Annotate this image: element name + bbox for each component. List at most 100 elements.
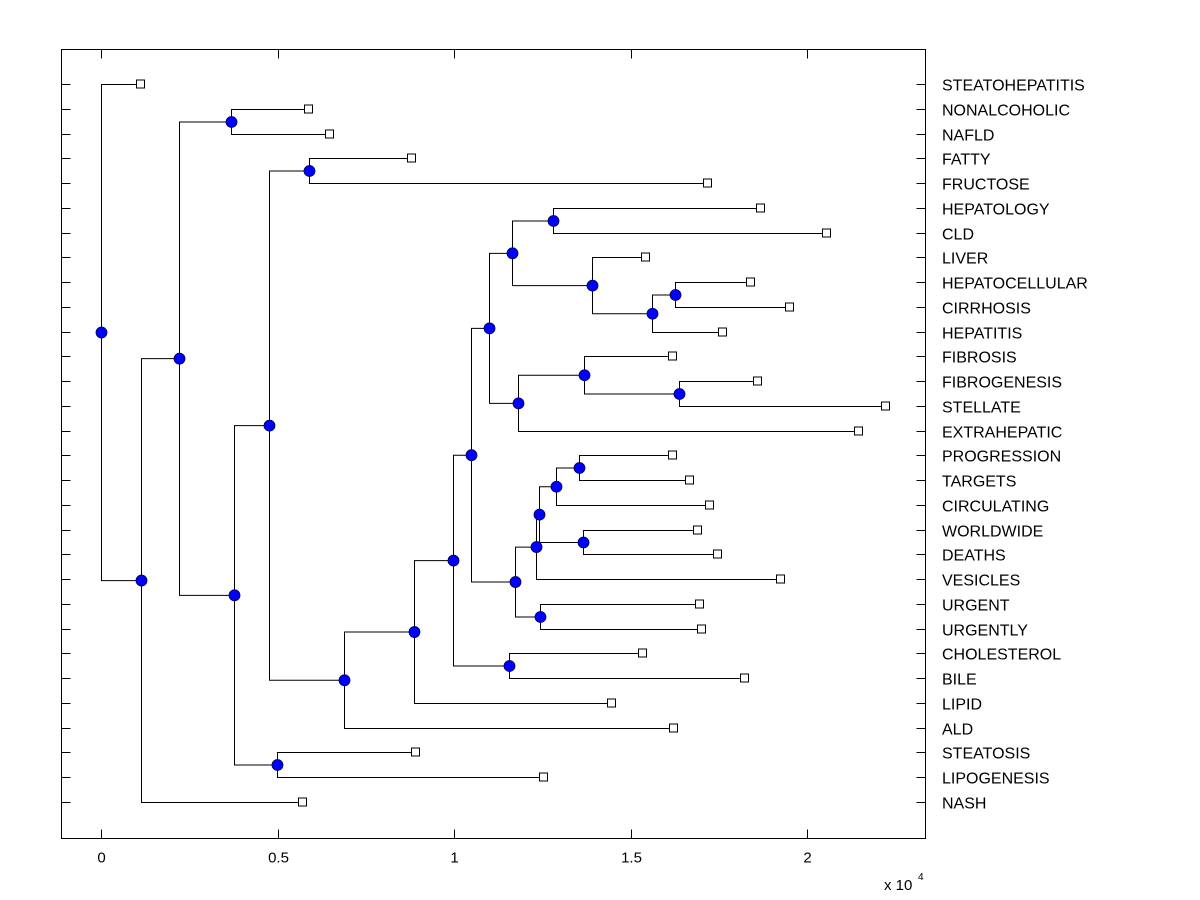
x-tick-label: 0 [97,850,105,867]
leaf-label-targets: TARGETS [942,474,1016,491]
dendrogram-branch [679,394,882,407]
internal-node-n_hepatic_cluster [483,322,496,335]
dendrogram-branch [509,666,740,679]
leaf-label-lipogenesis: LIPOGENESIS [942,771,1050,788]
internal-node-n_prog_world [533,508,546,521]
plot-frame [61,49,926,839]
dendrogram-edges [101,84,882,803]
dendrogram-branch [179,358,235,596]
internal-node-n_nash [135,574,148,587]
leaf-marker-hepatology [756,203,765,213]
dendrogram-branch [344,680,669,729]
leaf-label-circulating: CIRCULATING [942,499,1049,516]
dendrogram-branch [512,253,593,287]
dendrogram-branch [344,631,415,681]
leaf-label-steatohepatitis: STEATOHEPATITIS [942,78,1085,95]
dendrogram-branch [592,285,653,315]
leaf-marker-bile [740,673,749,683]
leaf-label-fibrosis: FIBROSIS [942,350,1017,367]
leaf-marker-urgently [697,624,706,634]
leaf-marker-progression [668,450,677,460]
leaf-marker-fructose [703,178,712,188]
leaf-label-cholesterol: CHOLESTEROL [942,647,1061,664]
leaf-label-urgently: URGENTLY [942,623,1028,640]
internal-node-n_hepatocell_cirr [669,289,682,301]
x-tick-label: 1 [450,850,458,867]
dendrogram-branch [540,604,696,617]
dendrogram-branch [584,356,668,376]
dendrogram-branch [675,295,786,308]
dendrogram-branch [518,403,854,432]
dendrogram-branch [509,653,638,666]
dendrogram-branch [489,328,518,404]
dendrogram-branch [556,486,705,506]
x-axis-ticks: 0 0.5 1 1.5 2 [97,49,812,867]
internal-node-n_fatty_fructose [303,165,316,177]
dendrogram-branch [179,121,231,359]
x-tick-label: 1.5 [621,850,642,867]
leaf-marker-urgent [695,599,704,609]
internal-node-n_nafld_main [173,352,186,365]
leaf-marker-hepatitis [718,327,727,337]
internal-node-n_fibrosis_group [578,369,591,382]
leaf-marker-deaths [713,549,722,559]
leaf-marker-hepatocellular [746,277,755,287]
dendrogram-branch [277,765,540,778]
leaf-label-ald: ALD [942,722,973,739]
leaf-marker-cld [822,228,831,238]
leaf-label-nafld: NAFLD [942,128,994,145]
internal-node-n_hepatology_cld [547,215,560,227]
internal-node-n_vesicles [530,541,543,553]
dendrogram-branch [512,220,553,254]
leaf-marker-cholesterol [638,648,647,658]
internal-node-n_ald [338,674,351,687]
dendrogram-branch [515,582,541,618]
dendrogram-branch [414,632,608,704]
leaf-marker-liver [641,252,650,262]
y-axis-ticks [61,84,926,803]
dendrogram-branch [652,313,718,333]
dendrogram-branch [234,595,278,766]
leaf-marker-nafld [325,129,334,139]
leaf-label-fibrogenesis: FIBROGENESIS [942,375,1062,392]
dendrogram-branch [675,282,746,295]
internal-node-n_fibrog_stellate [673,388,686,400]
internal-node-n_hepatology_liver [506,247,519,260]
internal-node-n_fatty_main [263,419,276,432]
leaf-label-hepatocellular: HEPATOCELLULAR [942,276,1088,293]
dendrogram-branch [583,542,714,555]
internal-node-n_fatty_steatosis [228,589,241,602]
dendrogram-branch [489,252,512,329]
dendrogram-branch [539,514,583,543]
dendrogram-branch [584,375,679,395]
internal-node-n_root [95,326,108,339]
x-multiplier-exponent: 4 [918,872,924,883]
leaf-label-lipid: LIPID [942,697,982,714]
leaf-marker-cirrhosis [785,302,794,312]
dendrogram-branch [536,547,776,580]
leaf-marker-stellate [881,401,890,411]
leaf-labels: STEATOHEPATITIS NONALCOHOLIC NAFLD FATTY FRU… [942,78,1088,813]
dendrogram-branch [583,530,693,543]
dendrogram-branch [231,109,304,122]
dendrogram-branch [579,455,668,468]
internal-node-n_prog_circ [550,480,563,493]
dendrogram-branch [652,294,675,314]
dendrogram-branch [579,468,686,481]
leaf-label-bile: BILE [942,672,977,689]
dendrogram-branch [453,560,510,667]
dendrogram-branch [269,170,309,426]
leaf-label-cld: CLD [942,227,974,244]
dendrogram-branch [553,221,823,234]
dendrogram-branch [515,546,536,583]
internal-node-n_nonalc_nafld [225,116,238,128]
leaf-label-nonalcoholic: NONALCOHOLIC [942,103,1070,120]
leaf-marker-fatty [407,153,416,163]
leaf-label-stellate: STELLATE [942,400,1021,417]
leaf-label-fatty: FATTY [942,152,991,169]
leaf-label-cirrhosis: CIRRHOSIS [942,301,1031,318]
dendrogram-branch [471,455,516,583]
internal-node-markers [95,116,686,771]
internal-node-n_big_chol [447,554,460,567]
